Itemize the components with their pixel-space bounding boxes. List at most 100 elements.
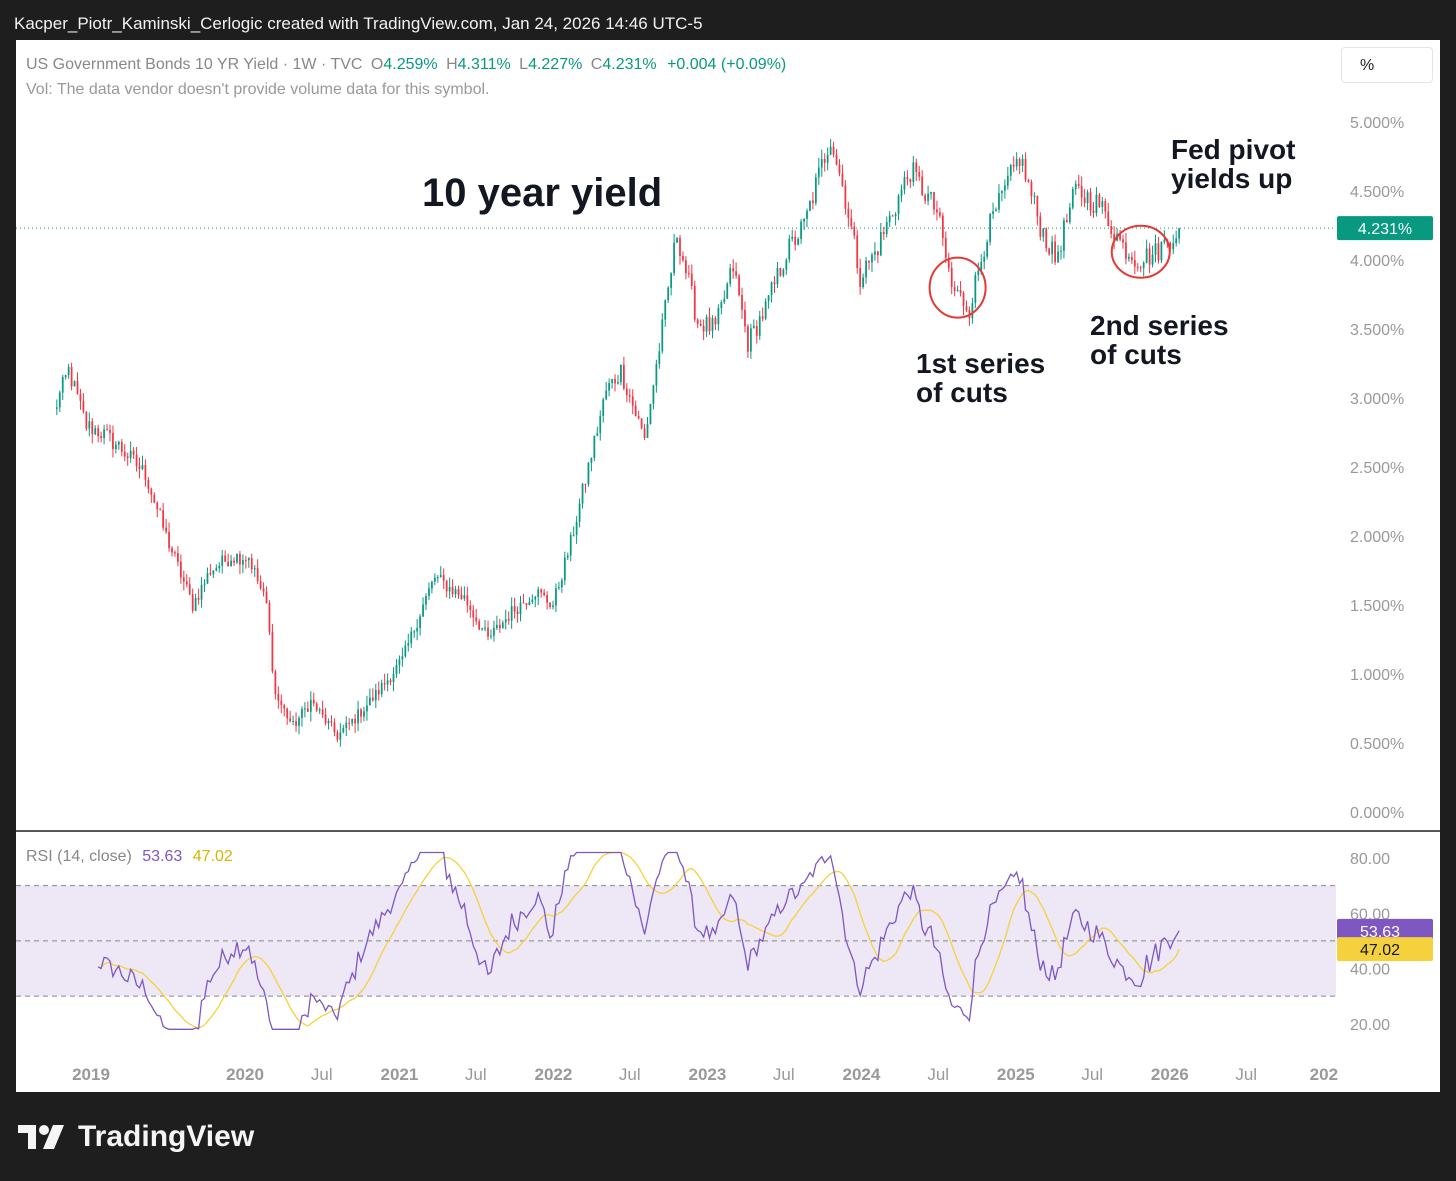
candle-body — [377, 690, 380, 695]
candle-body — [862, 277, 864, 287]
candle-body — [265, 591, 268, 604]
attribution: Kacper_Piotr_Kaminski_Cerlogic created w… — [14, 14, 703, 33]
candle-body — [504, 619, 507, 623]
chart-canvas[interactable]: 0.000% 0.500% 1.000% 1.500% 2.000% 2.500% 3.00… — [16, 40, 1440, 1092]
candle-body — [794, 236, 797, 245]
candle-body — [729, 268, 732, 284]
candles — [16, 139, 1336, 747]
candle-body — [348, 722, 351, 724]
candle-body — [419, 616, 421, 628]
candle-body — [407, 643, 410, 646]
candle-body — [563, 557, 566, 581]
candle-body — [971, 303, 974, 319]
candle-body — [953, 286, 956, 291]
percent-scale-button[interactable]: % — [1341, 47, 1433, 83]
candle-body — [664, 300, 667, 320]
price-axis-label: 3.500% — [1350, 322, 1404, 339]
candle-body — [1024, 158, 1027, 180]
candle-body — [1157, 243, 1160, 261]
candle-body — [280, 700, 283, 706]
time-axis-label: Jul — [1081, 1065, 1103, 1084]
candle-body — [599, 415, 602, 434]
candle-body — [676, 237, 678, 243]
time-axis-label: Jul — [311, 1065, 333, 1084]
candle-body — [803, 218, 805, 222]
candle-body — [289, 718, 292, 722]
candle-body — [687, 273, 690, 275]
candle-body — [1045, 228, 1048, 249]
candle-body — [513, 606, 516, 612]
candle-body — [682, 255, 684, 261]
candle-body — [177, 553, 179, 562]
candle-body — [791, 236, 794, 239]
candle-body — [1128, 256, 1130, 259]
price-axis-label: 1.500% — [1350, 598, 1404, 615]
candle-body — [138, 466, 141, 470]
candle-body — [1001, 190, 1003, 194]
candle-body — [431, 581, 433, 589]
candle-body — [312, 699, 315, 704]
candle-body — [439, 575, 442, 578]
annotation-line: Fed pivot — [1171, 134, 1296, 165]
candle-body — [194, 597, 197, 611]
candle-body — [936, 209, 938, 213]
candle-body — [490, 635, 492, 637]
candle-body — [510, 606, 513, 621]
candle-body — [1086, 192, 1089, 204]
candle-body — [555, 588, 557, 606]
annotation-line: 1st series — [916, 348, 1046, 379]
candle-body — [1119, 233, 1121, 240]
candle-body — [197, 597, 200, 600]
candle-body — [120, 441, 123, 452]
candle-body — [236, 554, 238, 563]
price-axis-label: 0.000% — [1350, 805, 1404, 822]
candle-body — [171, 548, 173, 553]
candle-body — [156, 502, 159, 510]
candle-body — [304, 708, 306, 710]
candle-body — [472, 610, 475, 618]
candle-body — [460, 594, 463, 599]
candle-body — [939, 212, 941, 216]
price-badge-text: 4.231% — [1358, 221, 1412, 238]
rsi-ma-badge-text: 47.02 — [1360, 942, 1400, 959]
candle-body — [1122, 239, 1124, 243]
candle-body — [525, 603, 528, 606]
candle-body — [1169, 242, 1172, 250]
close-value: 4.231% — [602, 56, 657, 73]
candle-body — [147, 479, 150, 489]
time-axis-label: Jul — [773, 1065, 795, 1084]
candle-body — [100, 436, 103, 439]
candle-body — [767, 295, 770, 302]
candle-body — [575, 521, 578, 535]
candle-body — [1057, 251, 1059, 263]
candle-body — [569, 534, 572, 556]
annotation-line: of cuts — [916, 377, 1008, 408]
candle-body — [1136, 266, 1139, 268]
candle-body — [493, 627, 495, 636]
candle-body — [853, 226, 856, 236]
candle-body — [983, 256, 986, 262]
candle-body — [1039, 216, 1042, 237]
candle-body — [132, 450, 135, 455]
candle-body — [679, 237, 681, 256]
candle-body — [667, 287, 670, 301]
candle-body — [865, 260, 867, 278]
candle-body — [622, 364, 625, 389]
candle-body — [55, 407, 58, 409]
candle-body — [696, 319, 699, 324]
chart-panel[interactable]: 0.000% 0.500% 1.000% 1.500% 2.000% 2.500% 3.00… — [16, 40, 1440, 1092]
candle-body — [1148, 248, 1151, 265]
candle-body — [218, 565, 221, 569]
candle-body — [271, 632, 274, 672]
candle-body — [744, 309, 746, 327]
candle-body — [371, 697, 374, 701]
candle-body — [1003, 185, 1006, 191]
candle-body — [755, 326, 758, 336]
candle-body — [162, 510, 165, 528]
candle-body — [965, 306, 968, 311]
candle-body — [891, 215, 894, 217]
rsi-ma-line — [98, 851, 1180, 1029]
candle-body — [614, 379, 616, 384]
candle-body — [992, 211, 994, 214]
candle-body — [546, 595, 548, 603]
